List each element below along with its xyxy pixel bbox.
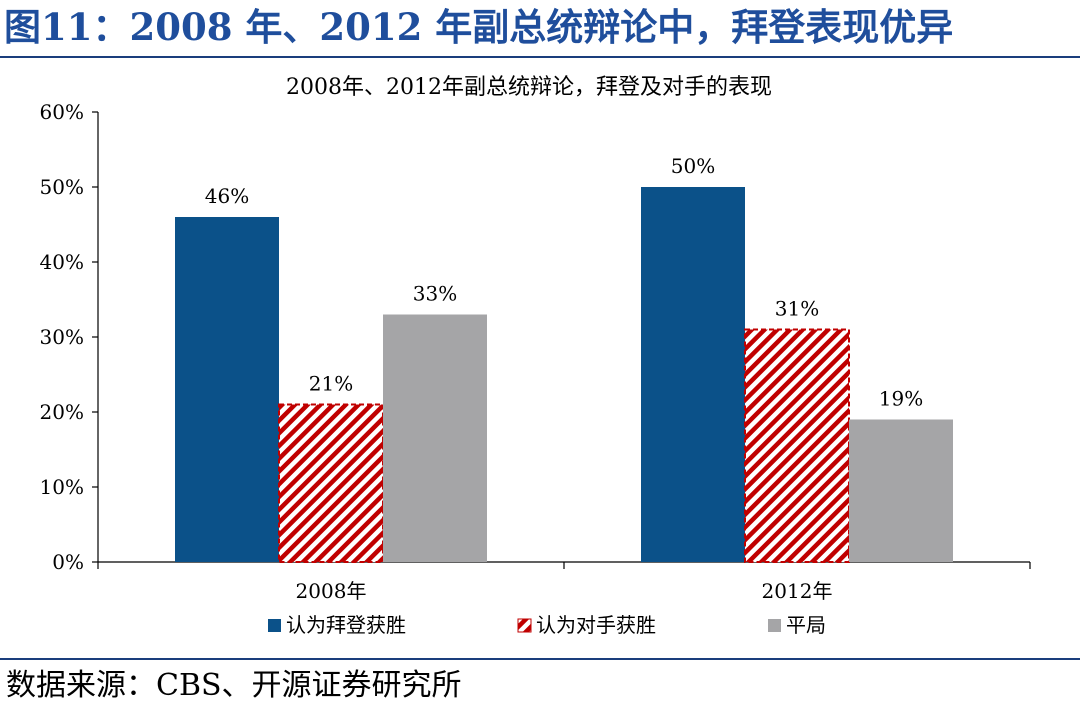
bar [849,419,953,562]
y-tick-label: 60% [40,100,84,124]
chart-title: 2008年、2012年副总统辩论，拜登及对手的表现 [286,75,772,100]
figure-title: 图11：2008 年、2012 年副总统辩论中，拜登表现优异 [4,5,954,49]
legend-swatch [768,619,781,632]
x-tick-label: 2008年 [296,579,367,603]
bar [278,403,384,563]
y-tick-label: 40% [40,250,84,274]
data-label: 21% [309,372,353,396]
legend-swatch [517,618,532,633]
data-label: 31% [775,297,819,321]
bar-chart: 2008年、2012年副总统辩论，拜登及对手的表现 0% 10% 20% 30% 40%… [40,75,1031,637]
source-divider [0,658,1080,660]
axes: 0% 10% 20% 30% 40% 50% 60% 2008年 2012年 [40,100,1031,603]
x-tick-label: 2012年 [762,579,833,603]
legend-label: 认为对手获胜 [536,613,656,637]
bar [641,187,745,562]
data-label: 46% [205,184,249,208]
y-tick-label: 0% [52,550,84,574]
bar [175,217,279,562]
legend-label: 平局 [786,613,826,637]
legend-label: 认为拜登获胜 [286,613,406,637]
legend: 认为拜登获胜 认为对手获胜 平局 [268,613,826,637]
data-label: 19% [879,387,923,411]
bar [744,328,850,563]
legend-swatch [268,619,281,632]
y-tick-label: 20% [40,400,84,424]
bars: 46% 21% 33% 50% 31% 19% [175,154,953,563]
title-divider [0,56,1080,58]
y-tick-label: 10% [40,475,84,499]
y-tick-label: 50% [40,175,84,199]
data-label: 50% [671,154,715,178]
y-tick-label: 30% [40,325,84,349]
data-label: 33% [413,282,457,306]
bar [383,314,487,562]
source-note: 数据来源：CBS、开源证券研究所 [6,668,462,703]
